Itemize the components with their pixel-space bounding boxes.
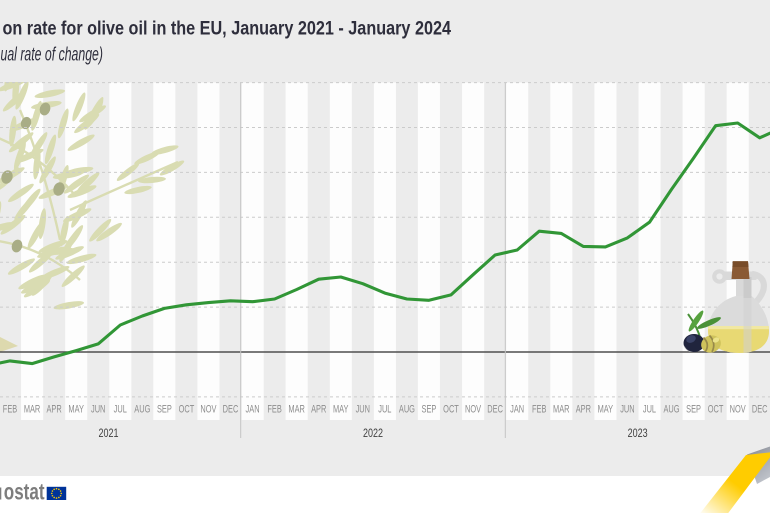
svg-text:ostat: ostat: [4, 479, 45, 505]
svg-text:SEP: SEP: [422, 403, 437, 415]
svg-text:2023: 2023: [628, 427, 648, 441]
svg-text:NOV: NOV: [200, 403, 217, 415]
svg-text:SEP: SEP: [686, 403, 701, 415]
svg-text:AUG: AUG: [399, 403, 415, 415]
svg-text:NOV: NOV: [730, 403, 747, 415]
svg-text:MAY: MAY: [333, 403, 348, 415]
svg-text:MAY: MAY: [68, 403, 83, 415]
svg-text:MAR: MAR: [288, 403, 305, 415]
svg-text:JUN: JUN: [620, 403, 634, 415]
svg-text:DEC: DEC: [223, 403, 239, 415]
svg-text:NOV: NOV: [465, 403, 482, 415]
svg-text:2022: 2022: [363, 427, 383, 441]
svg-text:DEC: DEC: [487, 403, 503, 415]
svg-text:OCT: OCT: [443, 403, 459, 415]
svg-text:FEB: FEB: [532, 403, 546, 415]
svg-text:ual rate of change): ual rate of change): [1, 44, 104, 65]
svg-text:JAN: JAN: [510, 403, 524, 415]
svg-text:MAY: MAY: [598, 403, 613, 415]
svg-text:MAR: MAR: [24, 403, 41, 415]
svg-text:FEB: FEB: [3, 403, 17, 415]
svg-text:JAN: JAN: [246, 403, 260, 415]
svg-text:JUL: JUL: [114, 403, 127, 415]
svg-text:APR: APR: [47, 403, 63, 415]
svg-text:DEC: DEC: [752, 403, 768, 415]
svg-text:OCT: OCT: [708, 403, 724, 415]
svg-text:on rate for olive oil in the E: on rate for olive oil in the EU, January…: [3, 18, 452, 39]
svg-text:APR: APR: [311, 403, 327, 415]
svg-text:SEP: SEP: [157, 403, 172, 415]
svg-text:AUG: AUG: [663, 403, 679, 415]
svg-text:2021: 2021: [99, 427, 119, 441]
svg-text:JUL: JUL: [378, 403, 391, 415]
svg-text:FEB: FEB: [267, 403, 281, 415]
svg-text:JUL: JUL: [643, 403, 656, 415]
svg-text:OCT: OCT: [179, 403, 195, 415]
svg-text:JUN: JUN: [91, 403, 105, 415]
svg-text:APR: APR: [576, 403, 592, 415]
svg-text:AUG: AUG: [134, 403, 150, 415]
svg-text:JUN: JUN: [356, 403, 370, 415]
svg-text:MAR: MAR: [553, 403, 570, 415]
